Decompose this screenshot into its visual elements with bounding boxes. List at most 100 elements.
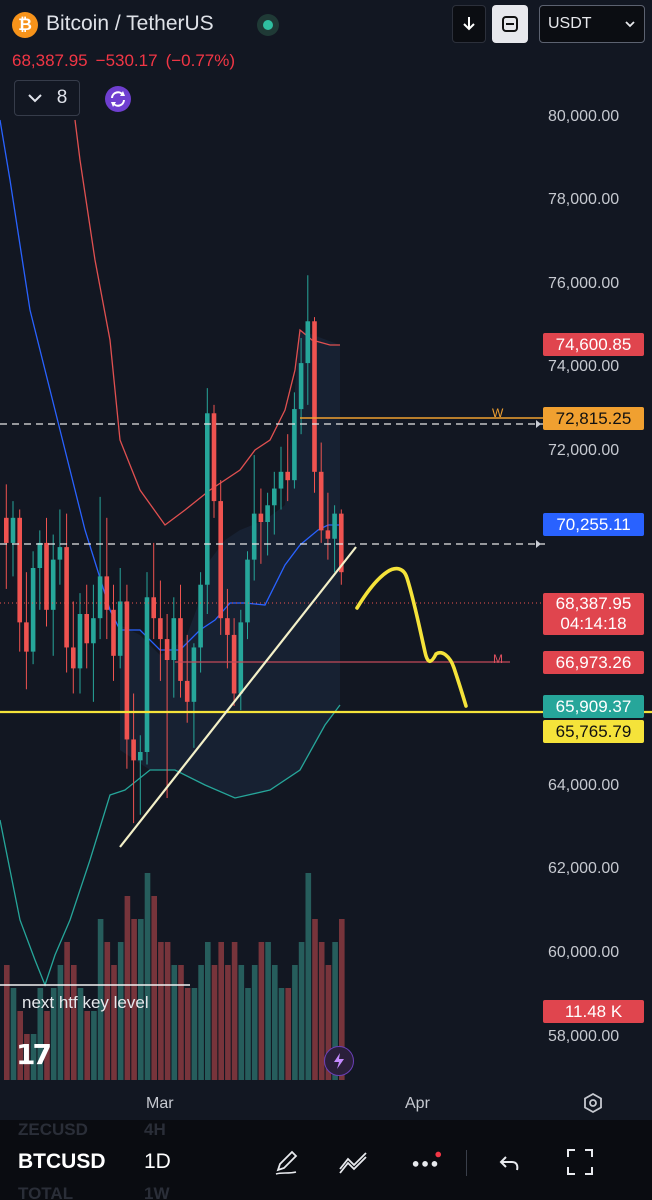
live-dot-icon	[257, 14, 279, 36]
volume-bar	[265, 942, 271, 1080]
lightning-button[interactable]	[324, 1046, 354, 1076]
candle-body	[44, 542, 49, 610]
volume-bar	[30, 1034, 37, 1080]
toolbar-divider	[466, 1150, 467, 1176]
candle-body	[205, 413, 210, 585]
fullscreen-toggle-icon	[567, 1149, 593, 1175]
draw-button[interactable]	[270, 1146, 302, 1178]
volume-bar	[325, 965, 332, 1080]
volume-bar	[211, 965, 218, 1080]
candle-body	[117, 601, 123, 656]
candle-body	[218, 501, 223, 619]
undo-button[interactable]	[494, 1146, 526, 1178]
candle-body	[285, 471, 290, 481]
candle-body	[138, 752, 143, 761]
volume-bars	[4, 873, 345, 1080]
currency-select[interactable]: USDT	[539, 5, 645, 43]
ghost-symbol-above: ZECUSD	[18, 1120, 88, 1139]
lower-band-line	[0, 704, 341, 987]
download-button[interactable]	[452, 5, 486, 43]
candle-body	[178, 618, 183, 681]
candle-body	[131, 739, 136, 761]
dropdown-chevron-icon	[625, 21, 635, 28]
volume-bar	[77, 988, 84, 1080]
volume-bar	[17, 1011, 23, 1080]
pen-icon	[275, 1150, 298, 1175]
price-axis-tick: 64,000.00	[548, 777, 620, 794]
candle-body	[4, 517, 9, 543]
volume-bar	[278, 988, 285, 1080]
volume-bar	[111, 965, 117, 1080]
fullscreen-icon	[502, 16, 518, 32]
candle-body	[211, 413, 217, 502]
time-axis-label-mar: Mar	[146, 1095, 174, 1112]
volume-bar	[238, 965, 245, 1080]
upper-band-price-label: 74,600.85	[543, 333, 644, 356]
candle-body	[298, 363, 304, 410]
volume-bar	[24, 1034, 30, 1080]
volume-bar	[298, 942, 305, 1080]
candle-body	[50, 559, 56, 610]
candle-body	[171, 618, 177, 660]
sync-button[interactable]	[100, 82, 136, 116]
projection-drawing	[355, 566, 468, 708]
volume-bar	[305, 873, 312, 1080]
dashed-level-marker-1	[536, 420, 541, 428]
candle-body	[151, 597, 156, 619]
lower-band-cloud	[120, 330, 340, 798]
volume-bar	[97, 919, 104, 1080]
volume-bar	[225, 965, 231, 1080]
symbol-title[interactable]: Bitcoin / TetherUS	[46, 12, 214, 35]
candle-body	[265, 505, 270, 522]
volume-bar	[57, 965, 64, 1080]
key-level-annotation: next htf key level	[22, 993, 149, 1012]
price-axis-tick: 74,000.00	[548, 358, 620, 375]
candle-body	[258, 513, 264, 522]
weekly-level-price-label: 72,815.25	[543, 407, 644, 430]
candle-body	[238, 622, 244, 694]
volume-bar	[332, 942, 338, 1080]
current-price-label: 68,387.95 04:14:18	[543, 593, 644, 635]
time-axis-label-apr: Apr	[405, 1095, 430, 1112]
volume-bar	[91, 1011, 97, 1080]
ghost-symbol-below: TOTAL	[18, 1184, 74, 1200]
candlesticks	[4, 275, 344, 824]
price-axis-tick: 76,000.00	[548, 275, 620, 292]
candle-body	[124, 601, 130, 740]
volume-bar	[312, 919, 318, 1080]
timeframe-selector[interactable]: 1D	[144, 1150, 171, 1173]
candle-body	[158, 618, 163, 640]
fullscreen-button[interactable]	[492, 5, 528, 43]
currency-value: USDT	[548, 15, 592, 32]
price-axis-tick: 72,000.00	[548, 442, 620, 459]
candle-body	[231, 634, 237, 694]
symbol-selector[interactable]: BTCUSD	[18, 1150, 106, 1173]
volume-bar	[124, 896, 131, 1080]
candle-body	[24, 622, 29, 652]
bar-countdown: 04:14:18	[560, 614, 627, 633]
price-axis-tick: 62,000.00	[548, 860, 620, 877]
chart-settings-button[interactable]	[580, 1090, 606, 1116]
volume-bar	[4, 965, 10, 1080]
candle-body	[245, 559, 250, 623]
candle-body	[191, 647, 197, 702]
drawing-tools-button[interactable]	[338, 1146, 370, 1178]
volume-bar	[104, 942, 111, 1080]
undo-icon	[499, 1156, 519, 1171]
tradingview-logo[interactable]: 17	[16, 1038, 52, 1071]
settings-icon	[584, 1092, 602, 1114]
candle-body	[251, 513, 257, 560]
candle-body	[104, 576, 110, 610]
middle-band-line	[0, 119, 340, 651]
volume-bar	[339, 919, 345, 1080]
candle-body	[71, 647, 76, 669]
ghost-timeframe-below: 1W	[144, 1184, 170, 1200]
price-change: −530.17	[95, 51, 158, 70]
candle-body	[91, 618, 96, 644]
volume-bar	[171, 965, 178, 1080]
more-button[interactable]	[410, 1146, 442, 1178]
volume-bar	[44, 1011, 50, 1080]
indicators-toggle[interactable]: 8	[14, 80, 80, 116]
expand-button[interactable]	[564, 1146, 596, 1178]
